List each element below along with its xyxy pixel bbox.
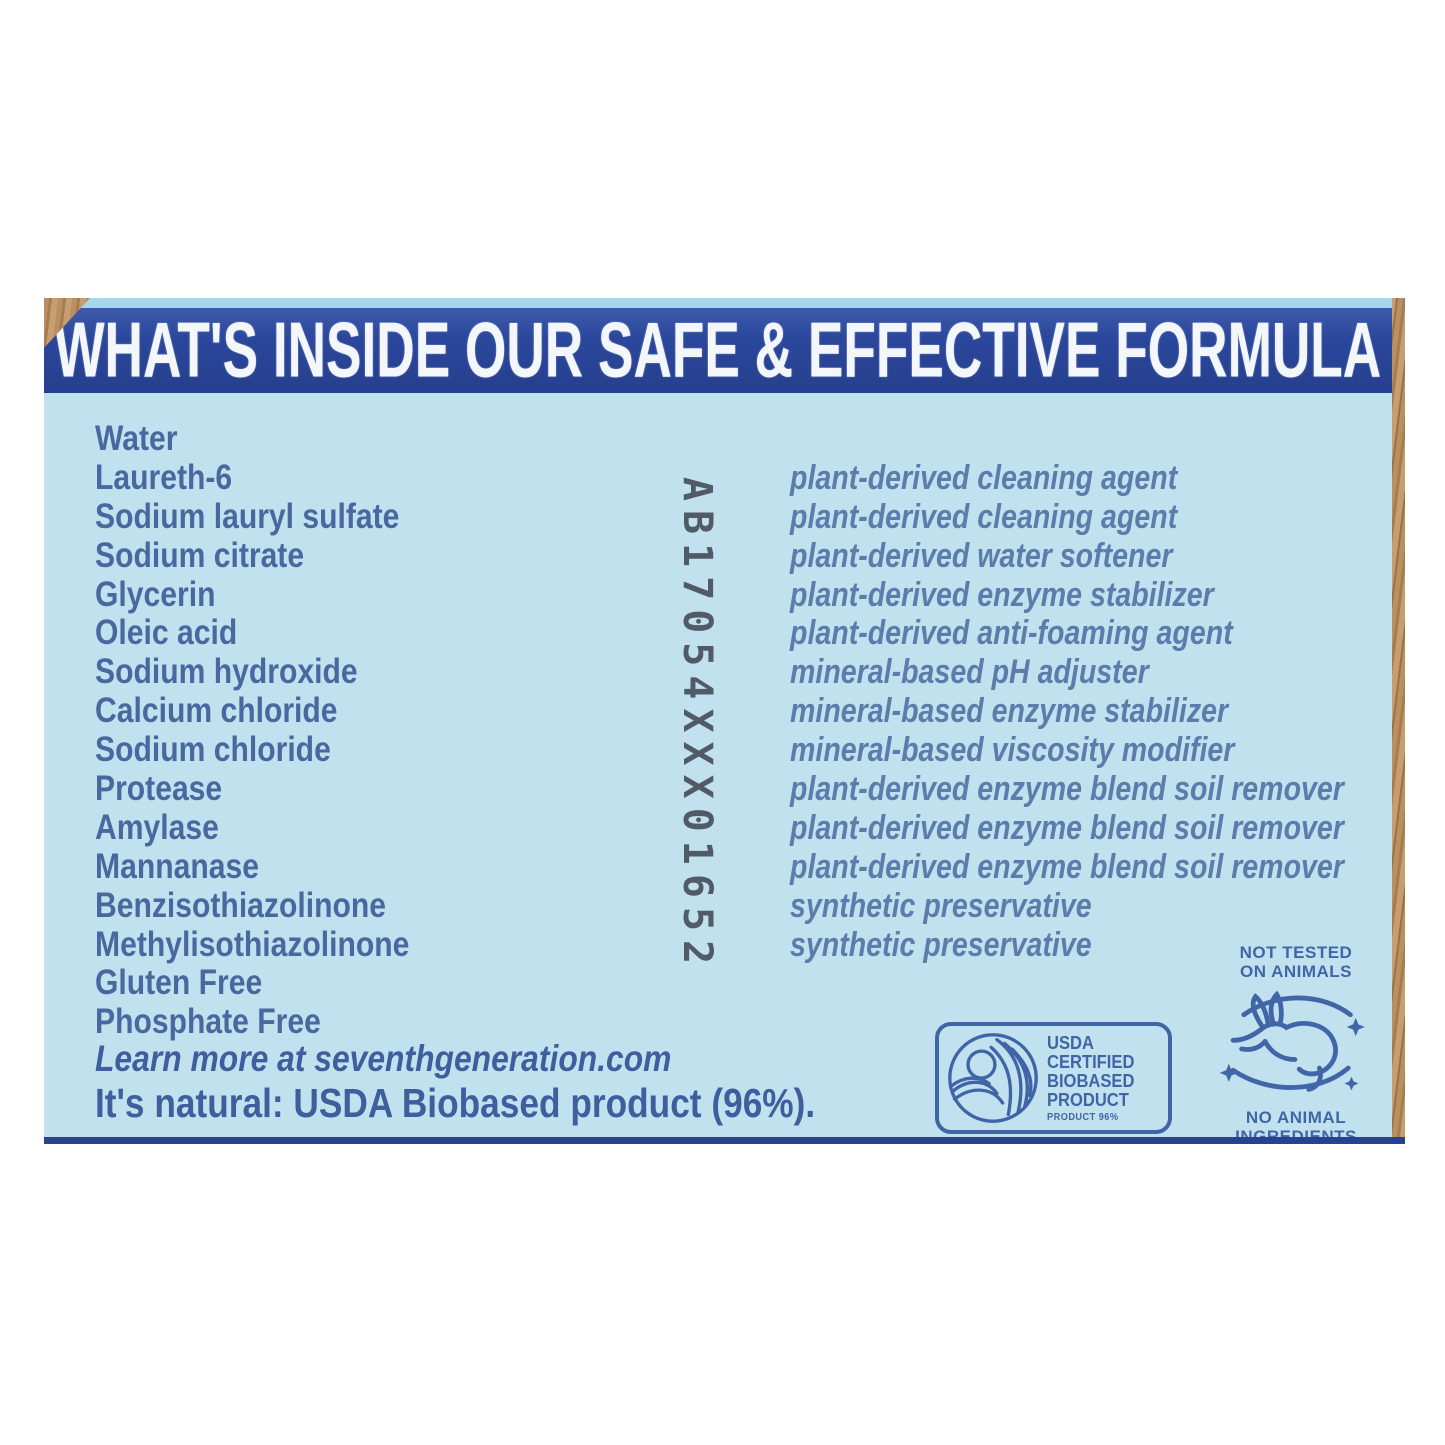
ingredient-description: mineral-based viscosity modifier	[790, 731, 1235, 770]
ingredient-name: Sodium citrate	[95, 535, 305, 575]
ingredient-row: Methylisothiazolinone synthetic preservat…	[95, 924, 1372, 965]
ingredient-description: plant-derived water softener	[790, 536, 1173, 575]
ingredient-row: Oleic acid plant-derived anti-foaming age…	[95, 614, 1372, 653]
batch-code-stamp: AB17054XXX01652	[674, 476, 720, 974]
usda-badge-percent: PRODUCT 96%	[1047, 1111, 1119, 1123]
ingredient-row: Sodium hydroxide mineral-based pH adjuste…	[95, 652, 1372, 692]
ingredient-description: synthetic preservative	[790, 886, 1092, 925]
usda-badge-line: PRODUCT	[1047, 1089, 1129, 1110]
ingredient-row: Sodium lauryl sulfate plant-derived clean…	[95, 496, 1372, 537]
learn-more-text: Learn more at seventhgeneration.com	[95, 1038, 672, 1079]
ingredient-row: Laureth-6 plant-derived cleaning agent	[95, 457, 1372, 498]
ingredient-row: Benzisothiazolinone synthetic preservativ…	[95, 885, 1372, 926]
ingredient-row: Water	[95, 419, 1372, 459]
ingredient-row: Gluten Free	[95, 964, 1372, 1003]
ingredient-name: Gluten Free	[95, 963, 263, 1003]
ingredient-row: Mannanase plant-derived enzyme blend soil…	[95, 846, 1372, 887]
ingredient-table: Water Laureth-6 plant-derived cleaning ag…	[95, 419, 1372, 1042]
ingredient-name: Protease	[95, 769, 223, 809]
usda-seal-icon	[948, 1033, 1038, 1123]
label-photo: WHAT'S INSIDE OUR SAFE & EFFECTIVE FORMU…	[44, 298, 1405, 1144]
ingredient-description: mineral-based pH adjuster	[790, 653, 1149, 692]
bunny-badge-top-text: NOT TESTED	[1239, 943, 1353, 962]
ingredient-row: Sodium chloride mineral-based viscosity m…	[95, 730, 1372, 770]
ingredient-row: Calcium chloride mineral-based enzyme sta…	[95, 691, 1372, 731]
usda-biobased-badge: USDA CERTIFIED BIOBASED PRODUCT PRODUCT …	[935, 1022, 1172, 1134]
bunny-badge-bottom-text: INGREDIENTS	[1235, 1127, 1357, 1137]
ingredient-description: plant-derived enzyme stabilizer	[790, 575, 1214, 614]
ingredient-name: Water	[95, 419, 178, 458]
ingredient-row: Sodium citrate plant-derived water soften…	[95, 535, 1372, 576]
ingredient-name: Phosphate Free	[95, 1002, 321, 1042]
ingredient-description: synthetic preservative	[790, 925, 1092, 964]
label-title: WHAT'S INSIDE OUR SAFE & EFFECTIVE FORMU…	[54, 307, 1382, 394]
ingredient-description: plant-derived enzyme blend soil remover	[790, 770, 1344, 809]
leaping-bunny-icon	[1219, 990, 1365, 1092]
usda-badge-line: USDA	[1047, 1032, 1094, 1053]
ingredient-name: Benzisothiazolinone	[95, 885, 386, 925]
ingredient-description: plant-derived cleaning agent	[790, 458, 1178, 497]
label-top-edge	[44, 298, 1392, 311]
ingredient-row: Protease plant-derived enzyme blend soil …	[95, 769, 1372, 809]
ingredient-description: plant-derived enzyme blend soil remover	[790, 808, 1344, 847]
product-label: WHAT'S INSIDE OUR SAFE & EFFECTIVE FORMU…	[44, 298, 1392, 1137]
label-bottom-edge	[44, 1137, 1405, 1144]
ingredient-name: Sodium lauryl sulfate	[95, 496, 400, 536]
label-header-bar: WHAT'S INSIDE OUR SAFE & EFFECTIVE FORMU…	[44, 307, 1392, 394]
ingredient-name: Amylase	[95, 807, 219, 847]
ingredient-name: Mannanase	[95, 846, 259, 886]
usda-badge-line: BIOBASED	[1047, 1070, 1135, 1091]
ingredient-name: Laureth-6	[95, 457, 233, 497]
ingredient-description: plant-derived enzyme blend soil remover	[790, 847, 1344, 886]
ingredient-name: Oleic acid	[95, 613, 238, 653]
bunny-badge-bottom-text: NO ANIMAL	[1245, 1108, 1347, 1127]
ingredient-row: Glycerin plant-derived enzyme stabilizer	[95, 574, 1372, 615]
ingredient-description: plant-derived cleaning agent	[790, 497, 1178, 536]
ingredient-description: mineral-based enzyme stabilizer	[790, 692, 1229, 731]
ingredient-name: Calcium chloride	[95, 691, 338, 731]
leaping-bunny-badge: NOT TESTED ON ANIMALS NO ANIMAL INGREDIE…	[1190, 943, 1392, 1137]
ingredient-name: Methylisothiazolinone	[95, 924, 410, 964]
ingredient-row: Amylase plant-derived enzyme blend soil r…	[95, 807, 1372, 848]
ingredient-row: Phosphate Free	[95, 1002, 1372, 1042]
ingredient-name: Glycerin	[95, 574, 216, 614]
natural-claim-text: It's natural: USDA Biobased product (96%…	[95, 1080, 816, 1126]
ingredient-name: Sodium chloride	[95, 730, 331, 770]
usda-badge-text: USDA CERTIFIED BIOBASED PRODUCT PRODUCT …	[1047, 1032, 1142, 1123]
usda-badge-line: CERTIFIED	[1047, 1051, 1135, 1072]
bunny-badge-top-text: ON ANIMALS	[1239, 962, 1353, 981]
ingredient-description: plant-derived anti-foaming agent	[790, 614, 1233, 653]
ingredient-name: Sodium hydroxide	[95, 652, 358, 692]
